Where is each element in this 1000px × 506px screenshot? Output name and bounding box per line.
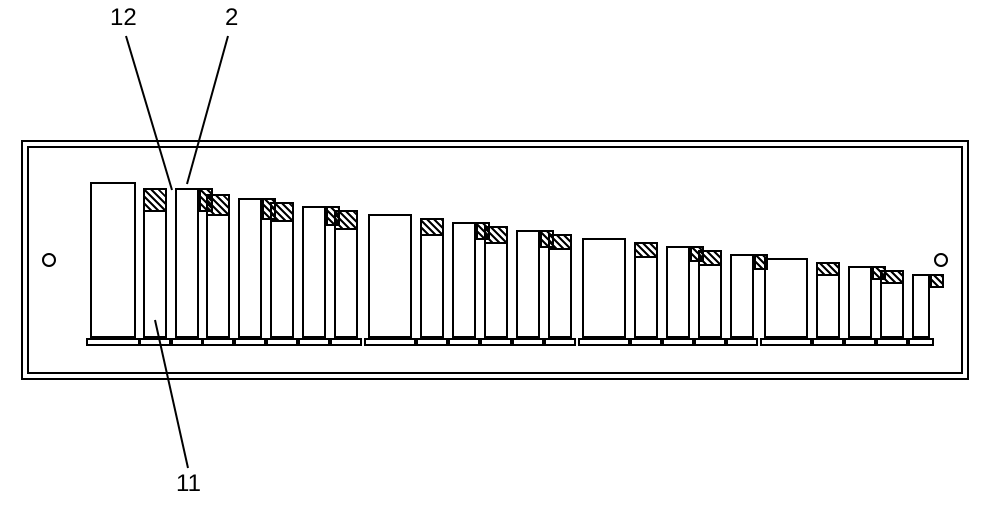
- reed-weight: [634, 242, 658, 258]
- reed-base: [694, 338, 726, 346]
- reed: [582, 238, 626, 338]
- reed: [452, 222, 476, 338]
- reed-weight: [334, 210, 358, 230]
- reed-base: [330, 338, 362, 346]
- reed-weight: [698, 250, 722, 266]
- reed-weight: [270, 202, 294, 222]
- reed-base: [908, 338, 934, 346]
- mount-hole-left: [42, 253, 56, 267]
- callout-line-11: [153, 318, 190, 470]
- reed-weight-side: [930, 274, 944, 288]
- mount-hole-right: [934, 253, 948, 267]
- reed: [912, 274, 930, 338]
- callout-line-12: [124, 34, 174, 192]
- reed: [666, 246, 690, 338]
- reed-base: [364, 338, 416, 346]
- reed: [270, 202, 294, 338]
- reed-base: [544, 338, 576, 346]
- callout-line-2: [185, 34, 230, 186]
- reed-weight: [880, 270, 904, 284]
- reed: [420, 218, 444, 338]
- reed-weight: [548, 234, 572, 250]
- reed: [302, 206, 326, 338]
- reed-base: [86, 338, 140, 346]
- reed-weight: [206, 194, 230, 216]
- reed-base: [480, 338, 512, 346]
- reed: [848, 266, 872, 338]
- reed: [368, 214, 412, 338]
- reed: [516, 230, 540, 338]
- reed-weight: [484, 226, 508, 244]
- reed-base: [298, 338, 330, 346]
- reed-base: [844, 338, 876, 346]
- reed: [175, 188, 199, 338]
- reed-base: [416, 338, 448, 346]
- label-11: 11: [176, 470, 201, 498]
- reed: [90, 182, 136, 338]
- reed-weight: [420, 218, 444, 236]
- reed-base: [512, 338, 544, 346]
- label-2: 2: [225, 4, 238, 32]
- reed-base: [662, 338, 694, 346]
- reed-base: [812, 338, 844, 346]
- reed-base: [266, 338, 298, 346]
- reed-base: [202, 338, 234, 346]
- reed-base: [630, 338, 662, 346]
- reed: [764, 258, 808, 338]
- reed-base: [726, 338, 758, 346]
- reed: [730, 254, 754, 338]
- reed-base: [448, 338, 480, 346]
- reed: [238, 198, 262, 338]
- reed-weight: [816, 262, 840, 276]
- reed-base: [578, 338, 630, 346]
- reed-base: [234, 338, 266, 346]
- reed-base: [876, 338, 908, 346]
- reed-base: [760, 338, 812, 346]
- label-12: 12: [110, 4, 137, 32]
